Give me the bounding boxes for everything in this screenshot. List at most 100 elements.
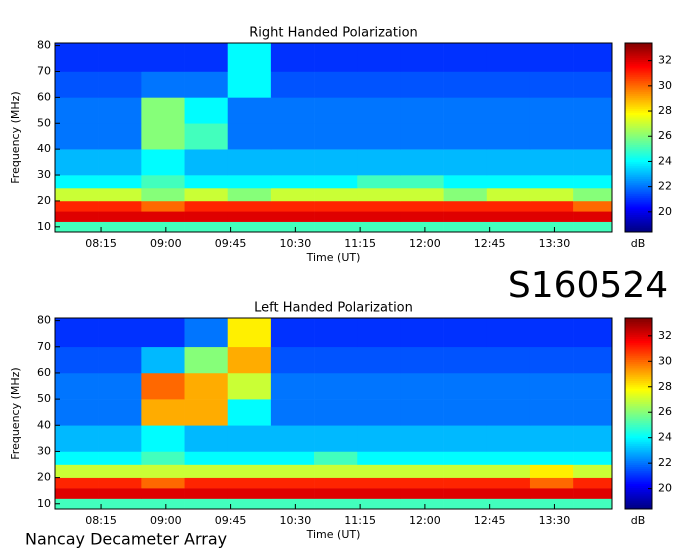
- heat-cell: [141, 149, 185, 176]
- heat-cell: [270, 399, 315, 426]
- colorbar-step: [625, 472, 652, 476]
- colorbar-step: [625, 438, 652, 441]
- heat-cell: [227, 464, 272, 478]
- heat-cell: [486, 175, 531, 189]
- colorbar-tick-label: 26: [658, 129, 672, 142]
- heat-cell: [357, 43, 401, 72]
- colorbar-step: [625, 381, 652, 384]
- colorbar-tick-label: 24: [658, 154, 672, 167]
- colorbar-step: [625, 337, 652, 340]
- heat-cell: [529, 498, 574, 510]
- heat-cell: [270, 211, 315, 222]
- x-tick-label: 12:45: [474, 514, 506, 527]
- heat-cell: [55, 477, 99, 489]
- heat-cell: [357, 464, 401, 478]
- colorbar-step: [625, 154, 652, 157]
- heat-cell: [314, 123, 358, 150]
- colorbar-step: [625, 118, 652, 121]
- heat-cell: [270, 464, 315, 478]
- heat-cell: [184, 43, 229, 72]
- heat-cell: [227, 200, 272, 212]
- colorbar-step: [625, 103, 652, 106]
- heat-cell: [486, 488, 531, 499]
- heat-cell: [529, 211, 574, 222]
- heat-cell: [357, 488, 401, 499]
- colorbar-step: [625, 318, 652, 321]
- colorbar-step: [625, 111, 652, 114]
- heat-cell: [55, 97, 99, 124]
- colorbar-step: [625, 203, 652, 207]
- colorbar-step: [625, 478, 652, 481]
- colorbar-step: [625, 190, 652, 193]
- heat-cell: [98, 43, 142, 72]
- heat-cell: [141, 372, 185, 400]
- colorbar-tick-label: 32: [658, 54, 672, 67]
- heat-cell: [55, 43, 99, 72]
- colorbar-step: [625, 126, 652, 129]
- colorbar-step: [625, 52, 652, 55]
- colorbar-step: [625, 201, 652, 205]
- x-tick-label: 09:45: [215, 514, 247, 527]
- heat-cell: [529, 43, 574, 72]
- colorbar-step: [625, 394, 652, 397]
- heat-cell: [314, 221, 358, 233]
- colorbar-step: [625, 407, 652, 411]
- colorbar-step: [625, 141, 652, 144]
- x-tick-label: 10:30: [280, 514, 312, 527]
- colorbar-step: [625, 417, 652, 420]
- heat-cell: [184, 372, 229, 400]
- heat-cell: [443, 123, 488, 150]
- heat-cell: [400, 211, 444, 222]
- heat-cell: [270, 425, 315, 452]
- heat-cell: [314, 477, 358, 489]
- colorbar-step: [625, 432, 652, 436]
- colorbar-step: [625, 209, 652, 212]
- colorbar-step: [625, 329, 652, 332]
- colorbar-step: [625, 409, 652, 413]
- colorbar-tick-label: 22: [658, 456, 672, 469]
- heat-cell: [443, 498, 488, 510]
- heat-cell: [486, 149, 531, 176]
- y-tick-label: 60: [37, 366, 51, 379]
- y-tick-label: 50: [37, 392, 51, 405]
- heat-cell: [184, 477, 229, 489]
- heat-cell: [55, 187, 99, 202]
- colorbar-step: [625, 56, 652, 59]
- colorbar-step: [625, 346, 652, 350]
- colorbar-step: [625, 331, 652, 334]
- heat-cell: [573, 211, 613, 222]
- colorbar-step: [625, 69, 652, 72]
- heat-cell: [98, 372, 142, 400]
- colorbar-step: [625, 453, 652, 457]
- colorbar-step: [625, 88, 652, 91]
- heat-cell: [98, 488, 142, 499]
- colorbar-step: [625, 163, 652, 167]
- colorbar-step: [625, 182, 652, 186]
- heat-cell: [227, 477, 272, 489]
- heat-cell: [400, 372, 444, 400]
- colorbar-step: [625, 335, 652, 338]
- heat-cell: [227, 399, 272, 426]
- colorbar-step: [625, 503, 652, 506]
- heat-cell: [184, 488, 229, 499]
- y-tick-label: 30: [37, 168, 51, 181]
- colorbar-step: [625, 124, 652, 127]
- heat-cell: [98, 123, 142, 150]
- heat-cell: [486, 200, 531, 212]
- heat-cell: [141, 123, 185, 150]
- colorbar-step: [625, 400, 652, 403]
- heat-cell: [55, 464, 99, 478]
- y-tick-label: 40: [37, 418, 51, 431]
- heat-cell: [55, 399, 99, 426]
- heat-cell: [443, 187, 488, 202]
- x-tick-label: 13:30: [539, 514, 571, 527]
- heat-cell: [141, 425, 185, 452]
- heat-cell: [529, 175, 574, 189]
- heat-cell: [529, 149, 574, 176]
- heat-cell: [573, 221, 613, 233]
- heat-cell: [400, 175, 444, 189]
- colorbar-step: [625, 54, 652, 57]
- y-tick-label: 10: [37, 497, 51, 510]
- heat-cell: [314, 211, 358, 222]
- heat-cell: [357, 71, 401, 98]
